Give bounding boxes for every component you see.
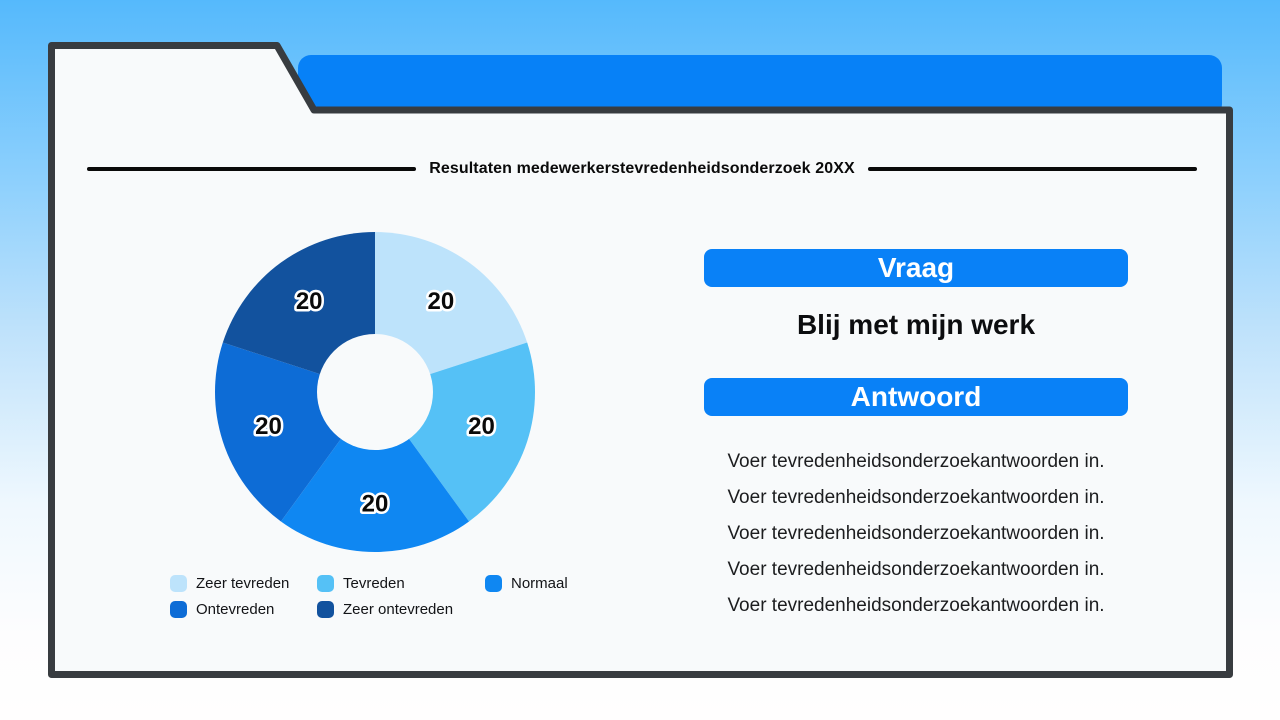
question-text: Blij met mijn werk: [796, 309, 1036, 340]
title-rule-right: [867, 167, 1197, 171]
legend-label: Zeer ontevreden: [343, 601, 454, 618]
legend-swatch-icon: [485, 575, 502, 592]
donut-data-label: 20: [468, 413, 495, 440]
legend-label: Zeer tevreden: [196, 575, 290, 592]
legend-label: Ontevreden: [196, 601, 275, 618]
legend-label: Tevreden: [343, 575, 405, 592]
donut-data-label: 20: [296, 288, 323, 315]
donut-hole: [317, 334, 433, 450]
answer-placeholder-line: Voer tevredenheidsonderzoekantwoorden in…: [727, 559, 1105, 580]
donut-chart: 20 20 20 20 20: [215, 232, 535, 552]
donut-slice-normaal: [280, 392, 470, 552]
title-band: Resultaten medewerkerstevredenheidsonder…: [87, 156, 1197, 182]
donut-data-label: 20: [362, 491, 389, 518]
legend-swatch-icon: [317, 575, 334, 592]
chart-legend: Zeer tevreden Tevreden Normaal Ontevreden Ze…: [170, 575, 568, 618]
legend-item-zeer-tevreden: Zeer tevreden: [170, 575, 317, 592]
legend-item-normaal: Normaal: [485, 575, 568, 592]
legend-item-zeer-ontevreden: Zeer ontevreden: [317, 601, 485, 618]
legend-item-tevreden: Tevreden: [317, 575, 485, 592]
answer-placeholder-line: Voer tevredenheidsonderzoekantwoorden in…: [727, 523, 1105, 544]
legend-swatch-icon: [317, 601, 334, 618]
answer-placeholder-line: Voer tevredenheidsonderzoekantwoorden in…: [727, 487, 1105, 508]
legend-swatch-icon: [170, 575, 187, 592]
title-rule-left: [87, 167, 417, 171]
question-header-button[interactable]: Vraag: [704, 249, 1128, 287]
folder-top-bar: [298, 55, 1222, 117]
answer-header-button[interactable]: Antwoord: [704, 378, 1128, 416]
page-title: Resultaten medewerkerstevredenheidsonder…: [429, 160, 855, 177]
answer-list: Voer tevredenheidsonderzoekantwoorden in…: [704, 444, 1128, 624]
legend-label: Normaal: [511, 575, 568, 592]
answer-placeholder-line: Voer tevredenheidsonderzoekantwoorden in…: [727, 451, 1105, 472]
answer-placeholder-line: Voer tevredenheidsonderzoekantwoorden in…: [727, 595, 1105, 616]
legend-item-ontevreden: Ontevreden: [170, 601, 317, 618]
legend-swatch-icon: [170, 601, 187, 618]
donut-data-label: 20: [255, 413, 282, 440]
donut-data-label: 20: [427, 288, 454, 315]
